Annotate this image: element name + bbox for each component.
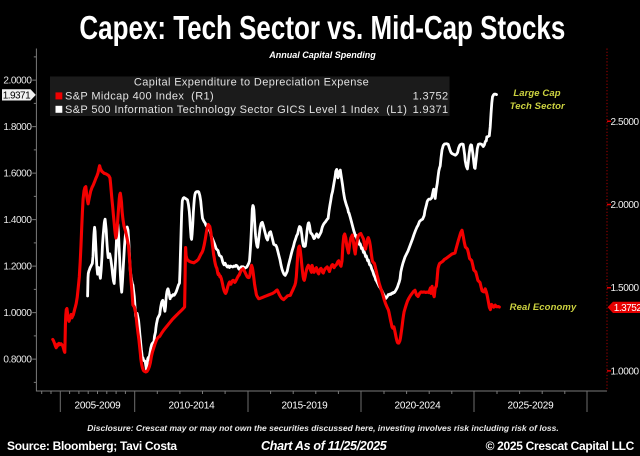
svg-text:2015-2019: 2015-2019	[281, 401, 328, 412]
svg-text:Real Economy: Real Economy	[510, 302, 577, 313]
svg-text:1.3752: 1.3752	[413, 91, 449, 103]
svg-text:S&P Midcap 400 Index (R1): S&P Midcap 400 Index (R1)	[65, 91, 214, 103]
svg-text:0.8000: 0.8000	[3, 355, 32, 366]
svg-text:1.8000: 1.8000	[3, 122, 32, 133]
svg-text:Capital Expenditure to Depreci: Capital Expenditure to Depreciation Expe…	[134, 77, 369, 89]
svg-text:Tech Sector: Tech Sector	[510, 101, 566, 112]
svg-text:2.0000: 2.0000	[3, 76, 32, 87]
svg-text:2.0000: 2.0000	[611, 200, 640, 211]
svg-text:2.5000: 2.5000	[611, 117, 640, 128]
svg-text:2025-2029: 2025-2029	[507, 401, 554, 412]
svg-text:1.9371: 1.9371	[413, 104, 449, 116]
svg-text:1.5000: 1.5000	[611, 283, 640, 294]
svg-text:S&P 500 Information Technology: S&P 500 Information Technology Sector GI…	[65, 104, 407, 116]
svg-text:1.9371: 1.9371	[3, 90, 31, 101]
svg-text:2010-2014: 2010-2014	[168, 401, 215, 412]
svg-text:1.6000: 1.6000	[3, 169, 32, 180]
svg-text:1.0000: 1.0000	[3, 308, 32, 319]
svg-text:2005-2009: 2005-2009	[74, 401, 121, 412]
svg-text:Large Cap: Large Cap	[513, 88, 560, 99]
svg-text:1.4000: 1.4000	[3, 215, 32, 226]
svg-text:2020-2024: 2020-2024	[394, 401, 441, 412]
svg-text:1.3752: 1.3752	[614, 303, 640, 314]
svg-text:1.2000: 1.2000	[3, 262, 32, 273]
svg-text:1.0000: 1.0000	[611, 366, 640, 377]
